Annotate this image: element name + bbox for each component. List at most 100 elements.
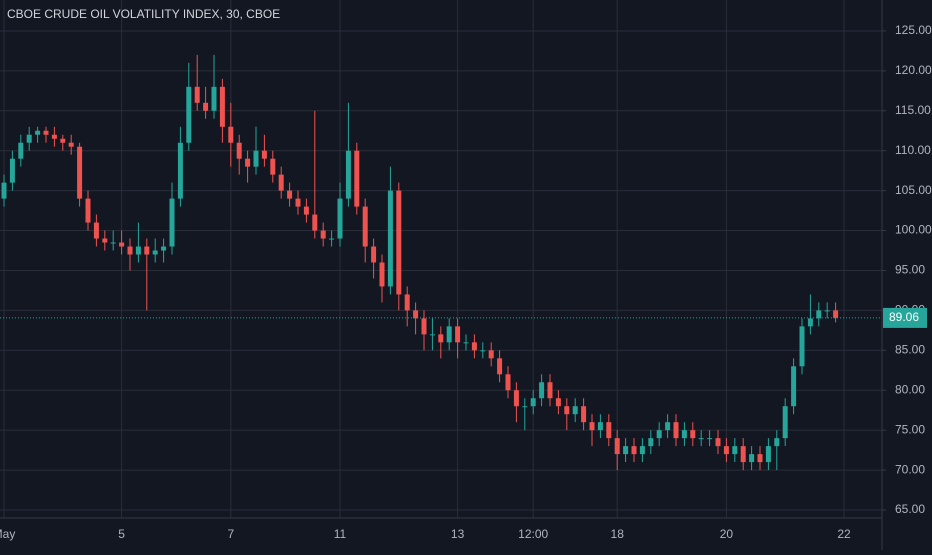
x-tick-label: 7 bbox=[227, 527, 234, 541]
candle-body bbox=[219, 86, 225, 127]
candle-body bbox=[421, 318, 427, 335]
candle-body bbox=[253, 150, 259, 167]
candle-body bbox=[287, 190, 293, 199]
candle-body bbox=[639, 446, 645, 455]
y-tick-label: 75.00 bbox=[895, 422, 925, 436]
candle-body bbox=[194, 86, 200, 103]
candle-body bbox=[429, 334, 435, 336]
y-tick-label: 80.00 bbox=[895, 382, 925, 396]
candle-body bbox=[320, 230, 326, 239]
y-tick-label: 95.00 bbox=[895, 263, 925, 277]
candle-body bbox=[497, 358, 503, 375]
candle-body bbox=[161, 246, 167, 251]
candle-body bbox=[404, 294, 410, 311]
candle-body bbox=[303, 206, 309, 215]
candle-body bbox=[656, 430, 662, 439]
candle-body bbox=[152, 250, 158, 255]
candle-body bbox=[337, 198, 343, 239]
candle-body bbox=[354, 150, 360, 207]
candle-body bbox=[169, 198, 175, 247]
candle-body bbox=[77, 146, 83, 199]
candle-body bbox=[749, 454, 755, 463]
candle-body bbox=[807, 318, 813, 327]
candle-body bbox=[144, 246, 150, 255]
candle-body bbox=[228, 126, 234, 143]
candle-body bbox=[547, 382, 553, 399]
candle-body bbox=[68, 142, 74, 147]
candle-body bbox=[774, 438, 780, 447]
candle-body bbox=[177, 142, 183, 199]
candle-body bbox=[135, 246, 141, 255]
candle-body bbox=[18, 142, 24, 159]
candle-body bbox=[295, 198, 301, 207]
candle-body bbox=[203, 102, 209, 111]
x-tick-label: 11 bbox=[334, 527, 347, 541]
candle-body bbox=[127, 246, 133, 255]
candle-body bbox=[278, 174, 284, 191]
candle-body bbox=[463, 342, 469, 344]
candle-body bbox=[564, 406, 570, 415]
candle-body bbox=[681, 430, 687, 439]
candle-body bbox=[480, 350, 486, 352]
candle-body bbox=[715, 438, 721, 447]
candle-body bbox=[665, 422, 671, 431]
candle-body bbox=[505, 374, 511, 391]
candle-body bbox=[816, 310, 822, 319]
candle-body bbox=[455, 326, 461, 343]
y-tick-label: 85.00 bbox=[895, 342, 925, 356]
candle-body bbox=[757, 454, 763, 463]
candle-body bbox=[60, 138, 66, 143]
candle-body bbox=[488, 350, 494, 359]
y-tick-label: 65.00 bbox=[895, 502, 925, 516]
candle-body bbox=[631, 446, 637, 455]
candle-body bbox=[530, 398, 536, 407]
y-tick-label: 100.00 bbox=[895, 223, 932, 237]
candle-body bbox=[35, 130, 41, 135]
candle-body bbox=[387, 190, 393, 287]
candle-body bbox=[765, 446, 771, 463]
candle-body bbox=[732, 446, 738, 455]
candle-body bbox=[522, 406, 528, 408]
candle-body bbox=[471, 342, 477, 351]
candle-body bbox=[261, 150, 267, 159]
candle-body bbox=[211, 86, 217, 111]
y-tick-label: 70.00 bbox=[895, 462, 925, 476]
candle-body bbox=[723, 446, 729, 455]
candle-body bbox=[371, 246, 377, 263]
candle-body bbox=[740, 446, 746, 463]
x-tick-label: 22 bbox=[837, 527, 851, 541]
y-tick-label: 105.00 bbox=[895, 183, 932, 197]
candle-body bbox=[648, 438, 654, 447]
candle-body bbox=[614, 438, 620, 455]
candle-body bbox=[707, 438, 713, 440]
candle-body bbox=[698, 438, 704, 440]
x-tick-label: 12:00 bbox=[518, 527, 548, 541]
candle-body bbox=[396, 190, 402, 295]
candle-body bbox=[581, 406, 587, 423]
candles bbox=[1, 54, 839, 471]
x-tick-label: 20 bbox=[720, 527, 734, 541]
candle-body bbox=[833, 310, 839, 318]
candle-body bbox=[623, 446, 629, 455]
candle-body bbox=[799, 326, 805, 367]
candle-body bbox=[589, 422, 595, 431]
candle-body bbox=[513, 390, 519, 407]
candle-body bbox=[119, 242, 125, 247]
x-tick-label: 13 bbox=[451, 527, 465, 541]
candle-body bbox=[555, 398, 561, 407]
candle-body bbox=[102, 238, 108, 243]
candle-body bbox=[824, 310, 830, 312]
candle-body bbox=[1, 182, 7, 199]
candle-body bbox=[673, 422, 679, 439]
candle-body bbox=[791, 366, 797, 407]
y-tick-label: 110.00 bbox=[895, 143, 931, 157]
candle-body bbox=[597, 422, 603, 431]
last-price-label: 89.06 bbox=[889, 310, 919, 324]
candle-body bbox=[26, 134, 32, 143]
candle-body bbox=[270, 158, 276, 175]
x-tick-label: 18 bbox=[611, 527, 625, 541]
candle-body bbox=[43, 130, 49, 135]
y-tick-label: 125.00 bbox=[895, 23, 932, 37]
candle-body bbox=[236, 142, 242, 159]
